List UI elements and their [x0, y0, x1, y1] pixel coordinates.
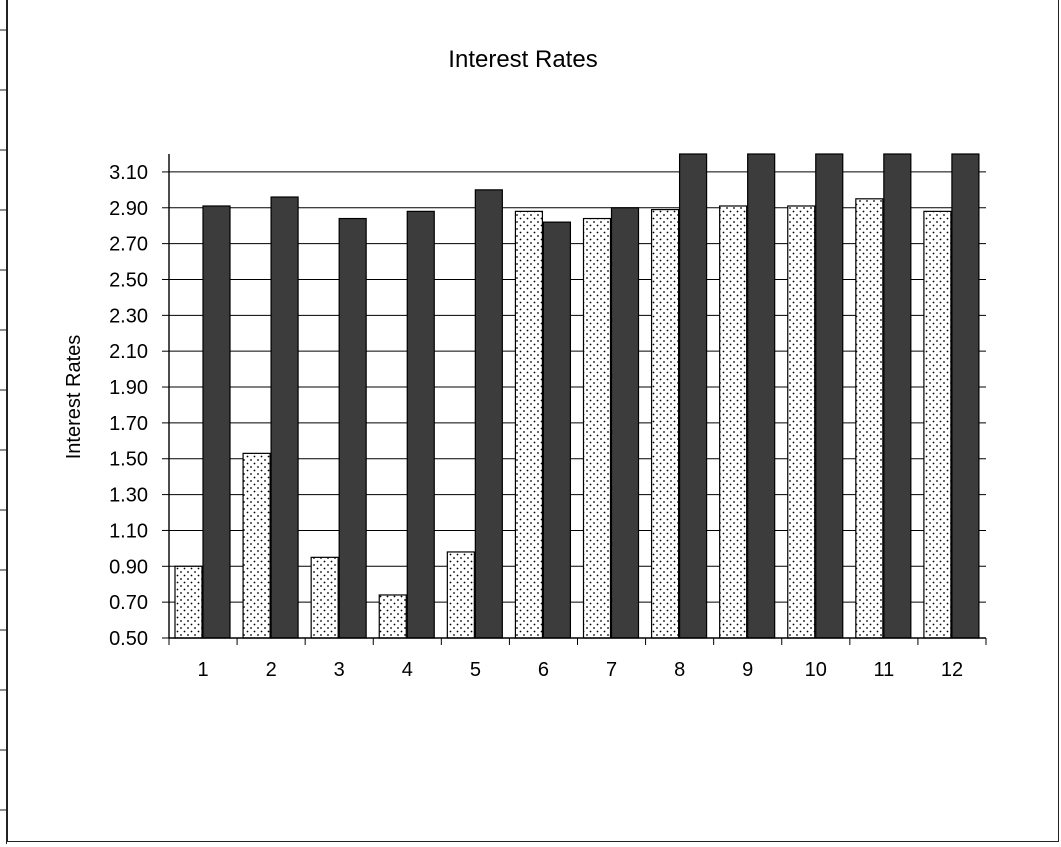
dark-series-bar — [338, 217, 367, 639]
y-tick-labels: 0.50 0.70 0.90 1.10 1.30 1.50 1.70 1.90 2.10 2.30… — [109, 162, 148, 650]
dark-series-bar — [747, 153, 776, 639]
x-tick-label: 10 — [805, 659, 827, 681]
y-tick-label: 3.10 — [109, 162, 148, 184]
x-tick-label: 8 — [674, 659, 685, 681]
x-tick-label: 2 — [266, 659, 277, 681]
x-tick-label: 1 — [197, 659, 208, 681]
x-tick-label: 3 — [334, 659, 345, 681]
chart-frame: Interest Rates Interest Rates 0.50 0.70 0.… — [7, 0, 1059, 842]
bars — [174, 153, 980, 639]
x-tick-label: 4 — [402, 659, 413, 681]
dotted-series-bar — [242, 452, 271, 639]
x-tick-labels: 1 2 3 4 5 6 7 8 9 10 11 12 — [197, 659, 963, 681]
dotted-series-bar — [855, 198, 884, 639]
x-tick-label: 5 — [470, 659, 481, 681]
dark-series-bar — [202, 205, 231, 639]
y-tick-label: 1.30 — [109, 485, 148, 507]
dotted-series-bar — [650, 208, 680, 639]
dotted-series-bar — [514, 210, 544, 639]
y-tick-label: 1.90 — [109, 377, 148, 399]
y-tick-label: 1.70 — [109, 413, 148, 435]
dark-series-bar — [610, 207, 640, 639]
y-tick-label: 2.90 — [109, 198, 148, 220]
y-tick-label: 2.70 — [109, 234, 148, 256]
y-tick-label: 0.90 — [109, 556, 148, 578]
bar-chart: Interest Rates Interest Rates 0.500.700.… — [63, 46, 987, 681]
dark-series-bar — [815, 153, 844, 639]
x-tick-label: 6 — [538, 659, 549, 681]
dark-series-bar — [270, 196, 299, 639]
y-tick-label: 2.50 — [109, 269, 148, 291]
dark-series-bar — [542, 221, 572, 639]
page-edge-tickmarks — [0, 0, 7, 844]
y-tick-label: 2.30 — [109, 305, 148, 327]
axes — [162, 154, 987, 645]
gridlines — [169, 171, 986, 603]
dotted-series-bar — [174, 565, 203, 639]
x-tick-label: 11 — [873, 659, 894, 681]
dark-series-bar — [951, 153, 980, 639]
y-tick-label: 0.70 — [109, 592, 148, 614]
dark-series-bar — [406, 210, 435, 639]
y-tick-label: 0.50 — [109, 628, 148, 650]
dotted-series-bar — [310, 556, 339, 639]
dotted-series-bar — [719, 205, 748, 639]
chart-title: Interest Rates — [448, 46, 597, 73]
y-tick-label: 1.10 — [109, 520, 148, 542]
x-tick-label: 9 — [742, 659, 753, 681]
y-axis-label: Interest Rates — [63, 335, 85, 460]
dark-series-bar — [883, 153, 912, 639]
dotted-series-bar — [787, 205, 816, 639]
dotted-series-bar — [582, 217, 612, 639]
dotted-series-bar — [378, 594, 407, 639]
x-tick-label: 7 — [606, 659, 617, 681]
x-tick-label: 12 — [941, 659, 963, 681]
dark-series-bar — [678, 153, 708, 639]
dotted-series-bar — [923, 210, 952, 639]
y-tick-label: 1.50 — [109, 449, 148, 471]
dark-series-bar — [474, 189, 503, 639]
dotted-series-bar — [446, 551, 475, 639]
y-tick-label: 2.10 — [109, 341, 148, 363]
